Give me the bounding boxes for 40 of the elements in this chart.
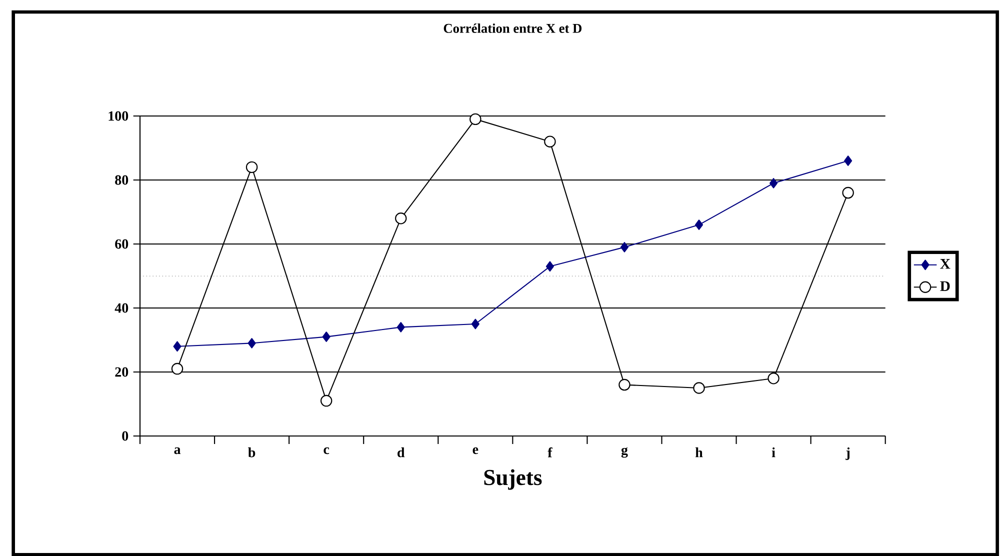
x-tick-label: f — [548, 447, 552, 458]
y-tick-label: 60 — [115, 239, 128, 249]
x-tick-label: e — [472, 447, 478, 454]
point — [471, 318, 480, 330]
point — [620, 242, 629, 252]
point — [844, 155, 852, 166]
legend-label: X — [940, 258, 950, 269]
point — [395, 212, 407, 224]
point — [842, 186, 854, 199]
point — [396, 322, 405, 332]
x-tick-label: i — [772, 447, 776, 457]
x-axis-title: Sujets — [484, 469, 542, 490]
x-tick-label: c — [324, 447, 330, 454]
x-tick-label: h — [695, 447, 703, 457]
point — [171, 362, 184, 375]
y-tick-label: 40 — [114, 303, 128, 313]
point — [320, 394, 332, 407]
point — [544, 136, 556, 148]
point — [770, 178, 778, 188]
y-tick-label: 20 — [115, 367, 128, 377]
point — [248, 338, 256, 348]
point — [246, 161, 258, 173]
x-tick-label: j — [846, 447, 850, 460]
point — [694, 219, 704, 230]
chart-title: Corrélation entre X et D — [444, 23, 582, 33]
point — [546, 261, 554, 272]
x-tick-label: d — [398, 447, 405, 458]
y-tick-label: 100 — [108, 111, 128, 121]
point — [470, 113, 482, 125]
point — [768, 372, 780, 384]
x-tick-label: b — [248, 447, 256, 458]
point — [322, 331, 330, 342]
y-tick-label: 0 — [122, 431, 128, 441]
point — [173, 341, 182, 352]
point — [693, 382, 705, 394]
legend-label: D — [940, 281, 950, 291]
x-tick-label: a — [174, 447, 181, 454]
x-tick-label: g — [621, 447, 628, 458]
point — [618, 378, 630, 391]
y-tick-label: 80 — [115, 175, 128, 185]
